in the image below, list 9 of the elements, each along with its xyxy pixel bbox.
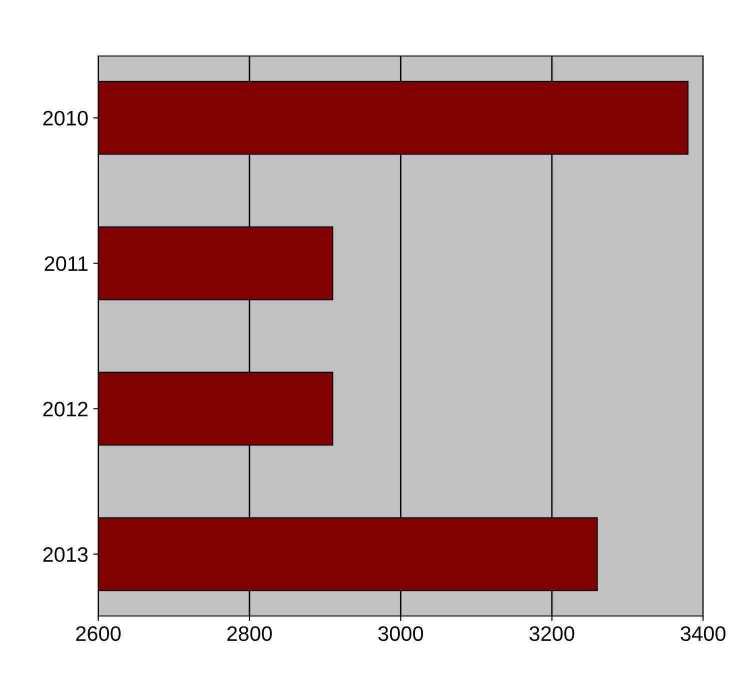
y-tick-label: 2013 [43, 547, 88, 562]
y-tick-label: 2010 [43, 110, 88, 126]
x-tick-label: 3000 [378, 626, 424, 642]
x-tick-label: 3200 [530, 626, 574, 642]
y-tick-label: 2012 [43, 402, 88, 416]
x-tick-label: 2800 [227, 626, 272, 642]
x-tick-label: 3400 [680, 626, 726, 642]
x-tick-label: 2600 [76, 626, 121, 642]
y-tick-label: 2011 [44, 256, 88, 272]
